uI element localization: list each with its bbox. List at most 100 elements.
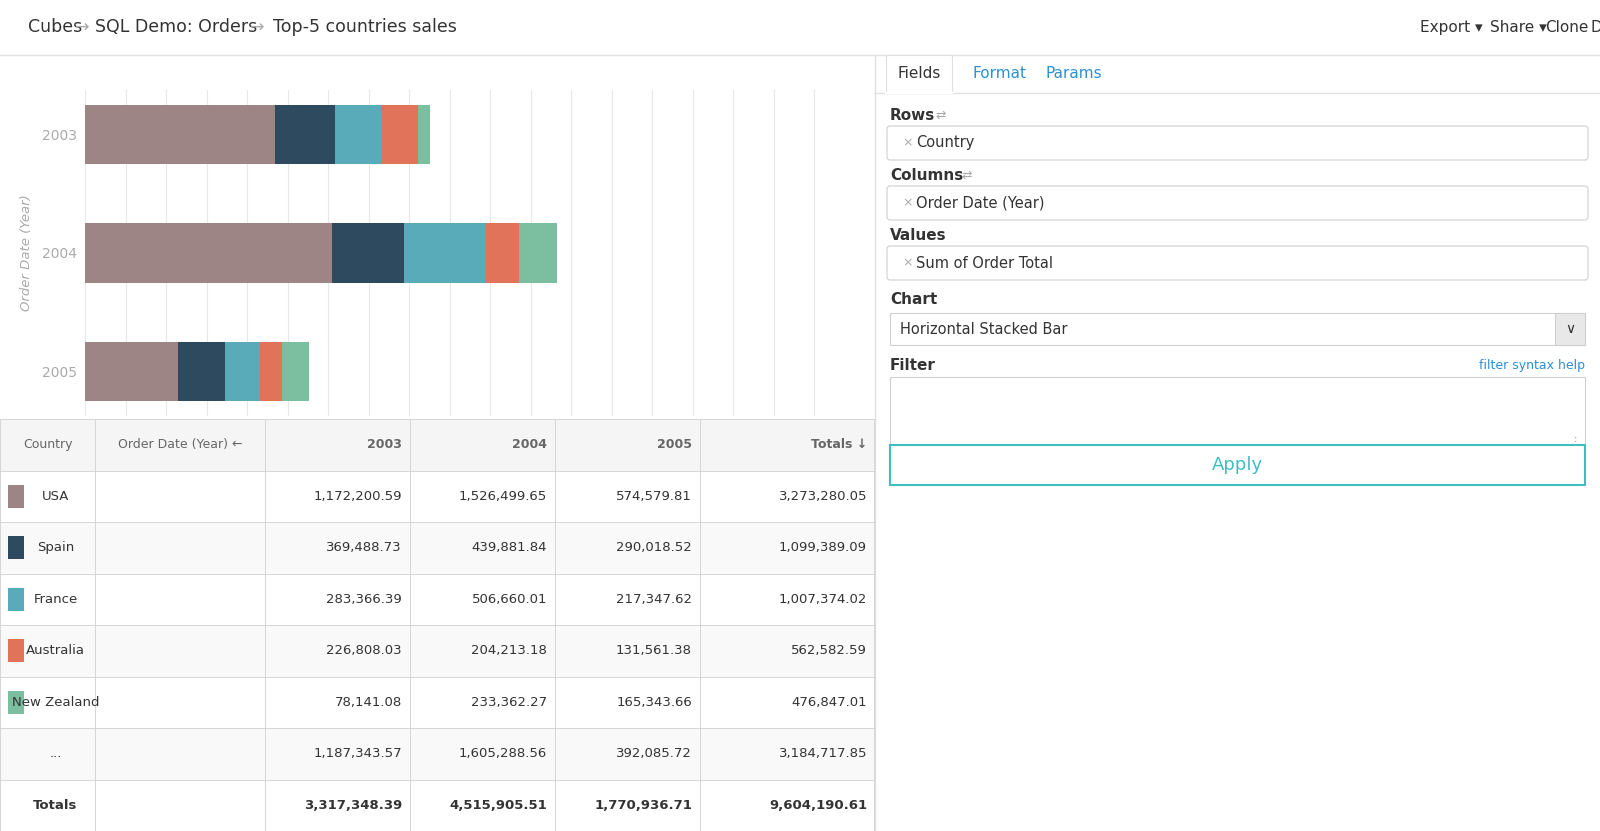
Text: ×: × [902,136,912,150]
Text: Columns: Columns [890,168,963,183]
Text: Export ▾: Export ▾ [1421,20,1483,35]
Bar [0,625,875,676]
Text: 4,515,905.51: 4,515,905.51 [450,799,547,812]
Text: Apply: Apply [1211,456,1262,474]
Text: 217,347.62: 217,347.62 [616,593,691,606]
Text: Order Date (Year) ←: Order Date (Year) ← [118,438,242,451]
Text: Format: Format [973,66,1026,81]
Text: 369,488.73: 369,488.73 [326,541,402,554]
Bar [0,419,875,470]
Text: 574,579.81: 574,579.81 [616,489,691,503]
Text: 506,660.01: 506,660.01 [472,593,547,606]
Text: ⇄: ⇄ [934,109,946,121]
Text: Params: Params [1046,66,1102,81]
Bar [333,224,403,283]
Text: 1,770,936.71: 1,770,936.71 [594,799,691,812]
Text: 2005: 2005 [658,438,691,451]
Bar [418,105,430,164]
Bar [0,470,875,522]
Text: SQL Demo: Orders: SQL Demo: Orders [94,18,258,37]
X-axis label: Sum of Order Total: Sum of Order Total [536,462,666,475]
Text: 78,141.08: 78,141.08 [334,696,402,709]
FancyBboxPatch shape [886,186,1587,220]
Text: 165,343.66: 165,343.66 [616,696,691,709]
Text: 3,273,280.05: 3,273,280.05 [779,489,867,503]
Text: 1,099,389.09: 1,099,389.09 [779,541,867,554]
Text: Values: Values [890,228,947,243]
Bar [282,342,309,401]
Text: ×: × [902,257,912,269]
Text: 439,881.84: 439,881.84 [472,541,547,554]
Text: 3,317,348.39: 3,317,348.39 [304,799,402,812]
Bar [8,691,24,714]
Text: Country: Country [915,135,974,150]
Text: Totals: Totals [34,799,78,812]
Bar [261,342,282,401]
Text: 562,582.59: 562,582.59 [790,644,867,657]
Text: →: → [75,18,90,37]
Text: New Zealand: New Zealand [11,696,99,709]
Text: Spain: Spain [37,541,74,554]
Text: Country: Country [22,438,72,451]
Text: 290,018.52: 290,018.52 [616,541,691,554]
Text: 1,007,374.02: 1,007,374.02 [779,593,867,606]
Text: 283,366.39: 283,366.39 [326,593,402,606]
Bar [1555,313,1586,345]
Text: ...: ... [50,747,62,760]
Bar [275,105,334,164]
Bar [0,573,875,625]
Text: 226,808.03: 226,808.03 [326,644,402,657]
Text: 9,604,190.61: 9,604,190.61 [770,799,867,812]
Text: ×: × [902,196,912,209]
Text: France: France [34,593,78,606]
Text: filter syntax help: filter syntax help [1478,358,1586,371]
Text: Filter: Filter [890,357,936,372]
Bar [8,536,24,559]
Bar [890,313,1586,345]
Text: Horizontal Stacked Bar: Horizontal Stacked Bar [899,322,1067,337]
Text: 1,187,343.57: 1,187,343.57 [314,747,402,760]
Bar [381,105,418,164]
Bar [875,55,1600,831]
Text: Rows: Rows [890,107,936,122]
Text: Order Date (Year): Order Date (Year) [915,195,1045,210]
Text: 233,362.27: 233,362.27 [470,696,547,709]
Text: ⇄: ⇄ [962,169,971,181]
Text: 2004: 2004 [512,438,547,451]
Bar [890,377,1586,447]
Bar [8,484,24,508]
FancyBboxPatch shape [886,246,1587,280]
Bar [0,676,875,728]
Text: Cubes: Cubes [29,18,82,37]
Bar [890,445,1586,485]
Text: 1,605,288.56: 1,605,288.56 [459,747,547,760]
Text: 2003: 2003 [366,438,402,451]
Y-axis label: Order Date (Year): Order Date (Year) [21,194,34,312]
Bar [486,224,518,283]
Bar [0,779,875,831]
Bar [85,105,275,164]
Text: Totals ↓: Totals ↓ [811,438,867,451]
Bar [334,105,381,164]
Bar [0,0,1600,55]
Bar [0,728,875,779]
Bar [85,224,333,283]
Text: 392,085.72: 392,085.72 [616,747,691,760]
Text: →: → [250,18,264,37]
Text: Top-5 countries sales: Top-5 countries sales [274,18,458,37]
Text: ∨: ∨ [1565,322,1574,336]
Bar [403,224,486,283]
Text: Australia: Australia [26,644,85,657]
Text: Clone: Clone [1546,20,1589,35]
Text: Share ▾: Share ▾ [1490,20,1547,35]
Text: 1,526,499.65: 1,526,499.65 [459,489,547,503]
Bar [518,224,557,283]
Text: ⋯: ⋯ [1570,434,1581,445]
Bar [0,522,875,573]
Bar [8,588,24,611]
Text: 476,847.01: 476,847.01 [792,696,867,709]
FancyBboxPatch shape [886,126,1587,160]
FancyBboxPatch shape [886,55,952,93]
Text: Sum of Order Total: Sum of Order Total [915,255,1053,271]
Bar [85,342,178,401]
